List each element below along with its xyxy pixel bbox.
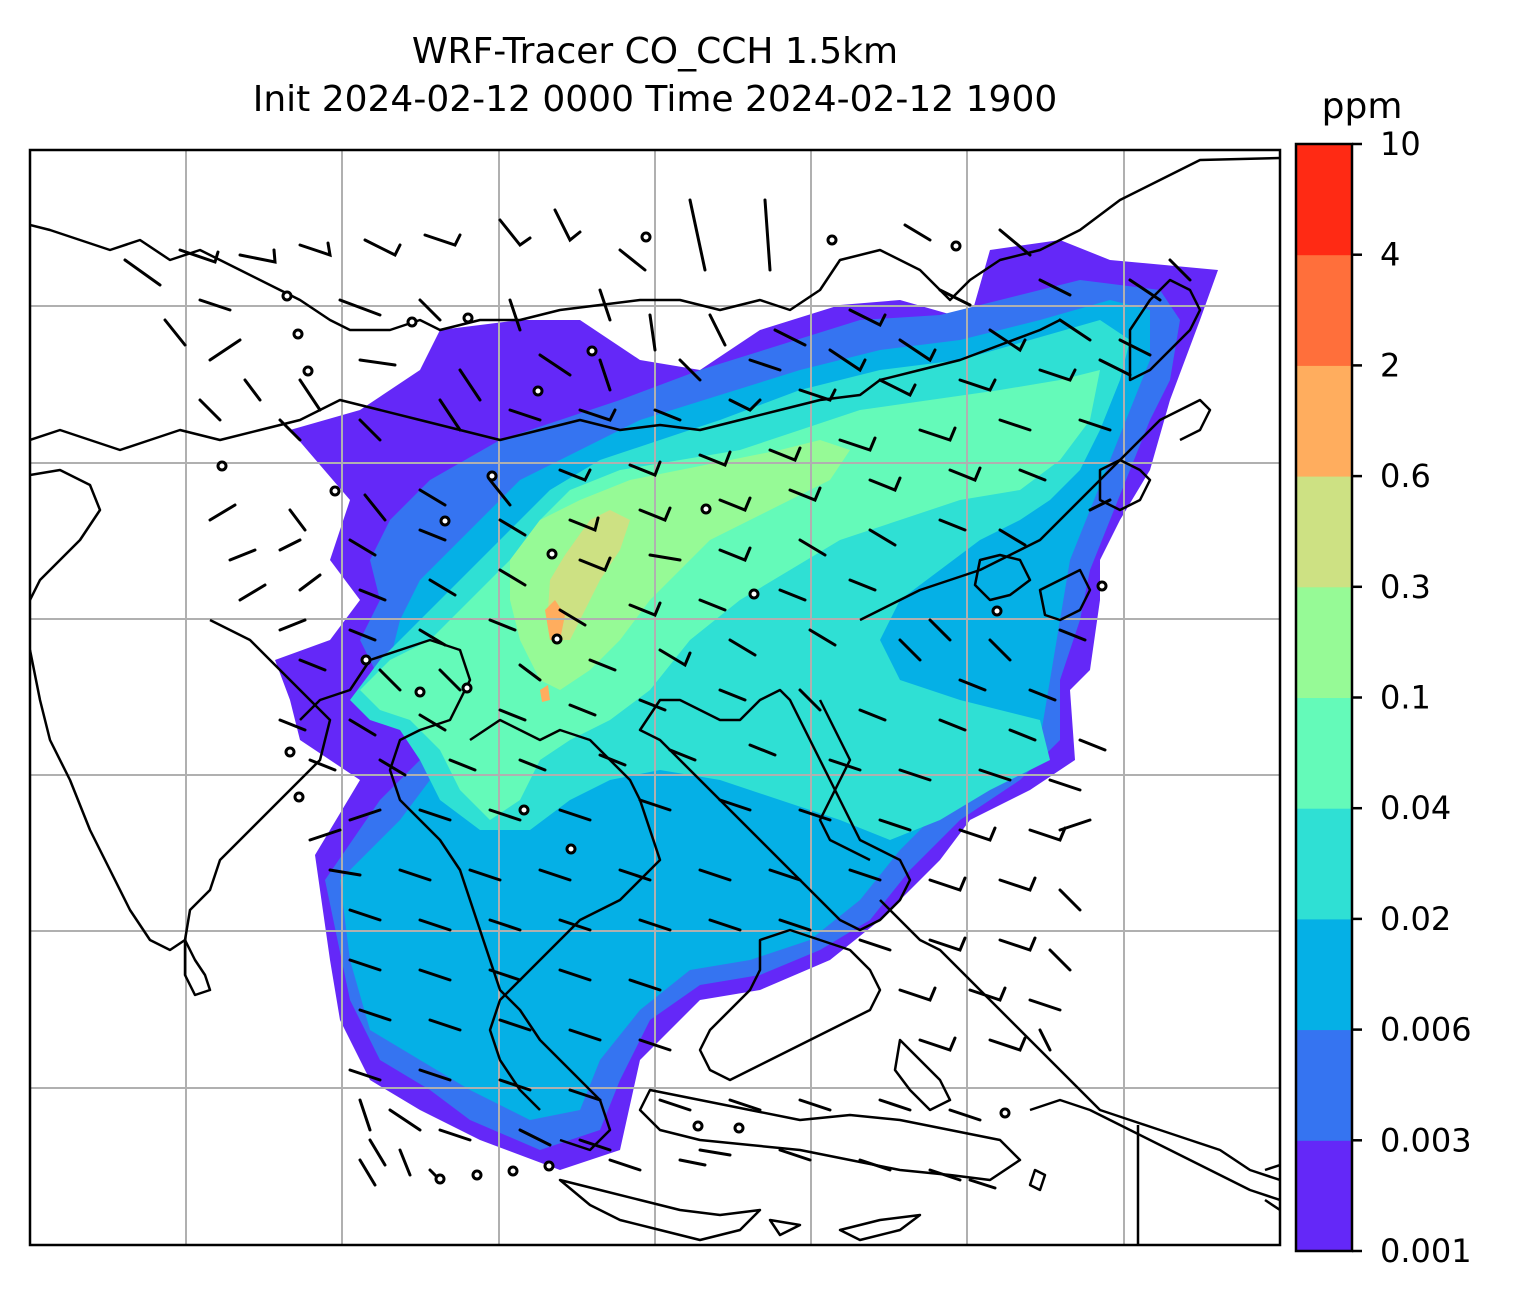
colorbar-segment [1296, 1140, 1352, 1252]
colorbar-segment [1296, 144, 1352, 256]
tracer-band-0.3 [548, 510, 630, 640]
title-line-1: WRF-Tracer CO_CCH 1.5km [411, 31, 899, 72]
colorbar-tick-label: 0.3 [1380, 568, 1431, 606]
colorbar-tick-label: 0.02 [1380, 900, 1451, 938]
calm-wind-markers [216, 231, 1108, 1185]
colorbar-segment [1296, 808, 1352, 920]
colorbar-tick-label: 2 [1380, 346, 1400, 384]
colorbar-tick-label: 0.1 [1380, 679, 1431, 717]
map-title: WRF-Tracer CO_CCH 1.5km Init 2024-02-12 … [30, 28, 1280, 124]
wind-barbs [123, 198, 1192, 1190]
colorbar-tick-label: 0.006 [1380, 1011, 1472, 1049]
colorbar-tick-label: 4 [1380, 236, 1400, 274]
colorbar: 0.001 0.003 0.006 0.02 0.04 0.1 0.3 0.6 2 4 10 [1294, 125, 1472, 1270]
colorbar-segment [1296, 476, 1352, 588]
colorbar-segment [1296, 365, 1352, 477]
tracer-band-0.04 [360, 370, 1100, 820]
tracer-band-0.1 [510, 440, 850, 690]
colorbar-tick-label: 10 [1380, 125, 1421, 163]
colorbar-tick-label: 0.001 [1380, 1232, 1472, 1270]
map-frame [28, 148, 1282, 1247]
colorbar-tick-label: 0.04 [1380, 789, 1451, 827]
colorbar-segment [1296, 697, 1352, 809]
title-line-2: Init 2024-02-12 0000 Time 2024-02-12 190… [252, 79, 1058, 120]
tracer-band-0.6 [540, 600, 565, 702]
coastlines [30, 156, 1280, 1245]
colorbar-segment [1296, 918, 1352, 1031]
colorbar-segment [1296, 586, 1352, 698]
colorbar-tick-label: 0.003 [1380, 1121, 1472, 1159]
colorbar-tick-label: 0.6 [1380, 457, 1431, 495]
map-gridlines [30, 150, 1280, 1245]
colorbar-segment [1296, 1029, 1352, 1141]
colorbar-segment [1296, 254, 1352, 366]
colorbar-unit: ppm [1322, 86, 1403, 127]
